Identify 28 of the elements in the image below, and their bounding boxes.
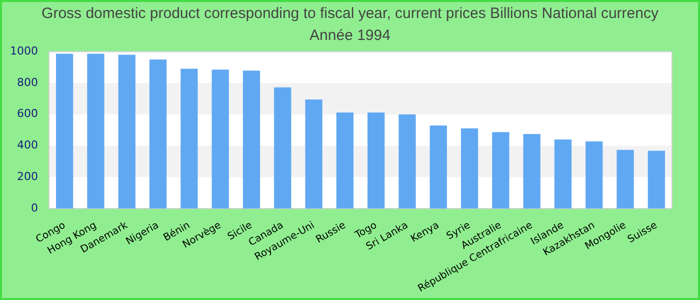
y-tick-label: 600 — [16, 107, 38, 120]
chart-subtitle: Année 1994 — [310, 27, 390, 44]
bar — [430, 126, 447, 209]
y-tick-label: 1000 — [10, 44, 38, 58]
bar — [87, 54, 104, 209]
bar — [149, 59, 167, 209]
bar — [305, 99, 322, 209]
bar — [523, 134, 540, 209]
y-tick-label: 400 — [16, 138, 38, 152]
bar — [212, 70, 229, 209]
bar — [616, 150, 634, 209]
bar — [274, 87, 292, 209]
y-tick-label: 800 — [16, 76, 38, 89]
bar — [180, 68, 198, 209]
y-tick-label: 0 — [30, 201, 38, 214]
chart-title: Gross domestic product corresponding to fiscal year, current prices Billions National currency — [40, 4, 660, 24]
bar — [242, 70, 260, 209]
bar — [398, 114, 416, 209]
bar — [336, 112, 354, 209]
y-tick-label: 200 — [16, 170, 38, 183]
bar — [460, 128, 478, 209]
bar — [492, 132, 510, 209]
bar — [118, 54, 136, 209]
bar — [648, 150, 665, 209]
bar — [554, 139, 572, 209]
bar — [56, 54, 74, 209]
bar — [368, 112, 385, 209]
bar — [586, 141, 603, 209]
